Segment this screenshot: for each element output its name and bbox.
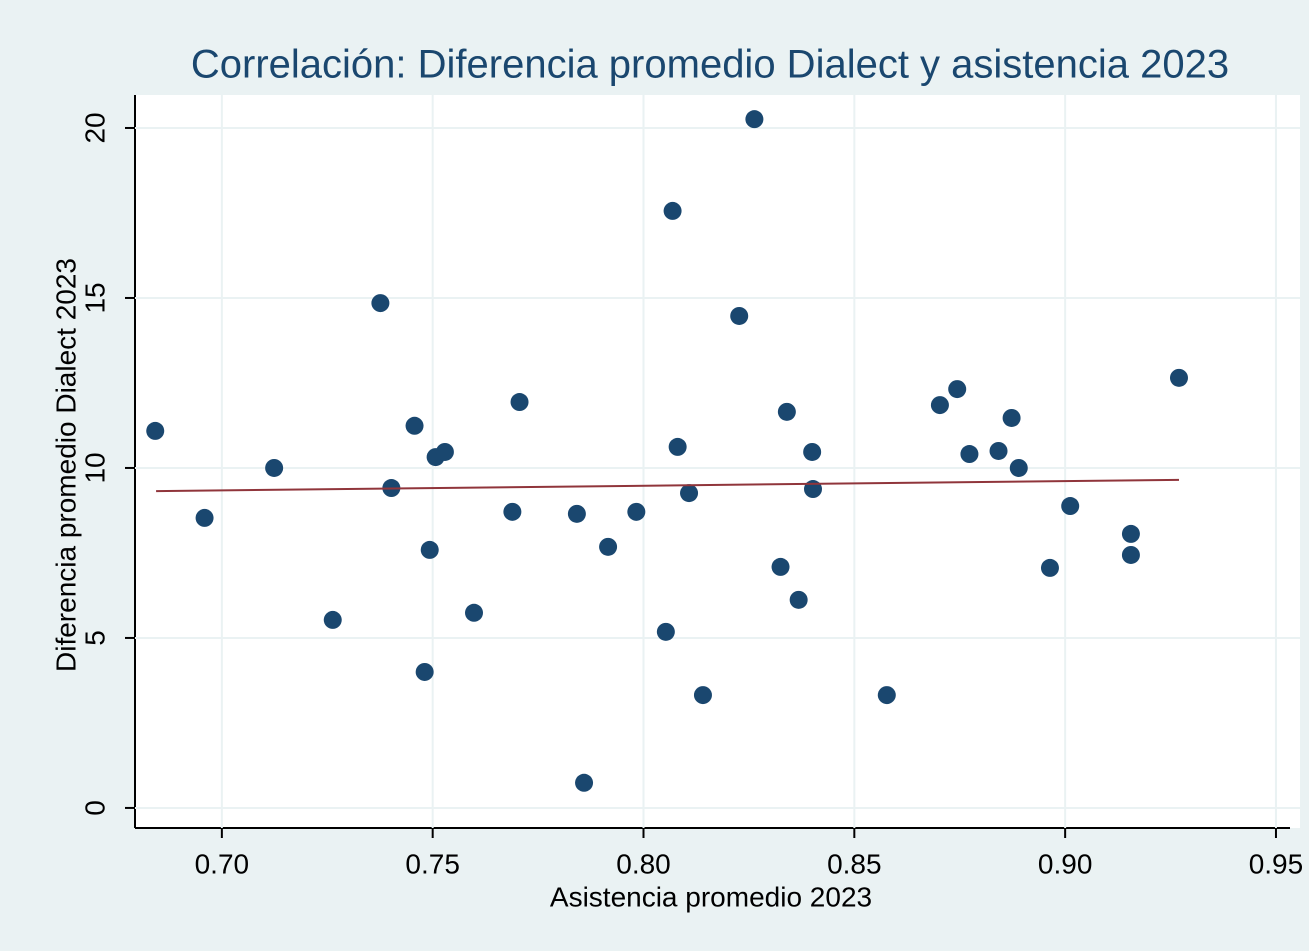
point [777,402,796,421]
chart-title: Correlación: Diferencia promedio Dialect… [191,43,1229,87]
point [265,458,284,477]
x-tick-label: 0.80 [616,848,671,879]
point [804,480,823,499]
y-tick-label: 15 [79,282,110,313]
x-tick-label: 0.85 [827,848,882,879]
point [656,622,675,641]
x-tick-label: 0.95 [1249,848,1304,879]
point [195,508,214,527]
point [948,380,967,399]
point [1169,368,1188,387]
point [627,502,646,521]
point [510,393,529,412]
point [663,201,682,220]
point [420,540,439,559]
y-tick-label: 20 [79,112,110,143]
point [146,421,165,440]
y-axis-label: Diferencia promedio Dialect 2023 [50,258,81,672]
point [1040,558,1059,577]
point [1009,458,1028,477]
point [930,396,949,415]
point [989,441,1008,460]
point [693,686,712,705]
y-tick-label: 5 [79,630,110,646]
point [503,502,522,521]
point [1121,545,1140,564]
point [1061,497,1080,516]
x-tick-label: 0.75 [405,848,460,879]
x-tick-label: 0.90 [1038,848,1093,879]
point [680,484,699,503]
plot-area [135,95,1300,828]
point [745,110,764,129]
y-tick-label: 0 [79,800,110,816]
point [668,437,687,456]
point [371,294,390,313]
point [1002,408,1021,427]
fit-line [156,478,1179,493]
y-tick-label: 10 [79,452,110,483]
point [567,504,586,523]
point [789,590,808,609]
point [1121,524,1140,543]
point [730,306,749,325]
point [960,445,979,464]
point [599,537,618,556]
point [323,610,342,629]
point [435,442,454,461]
x-tick-label: 0.70 [195,848,250,879]
x-axis-label: Asistencia promedio 2023 [550,881,872,912]
point [771,557,790,576]
point [405,416,424,435]
point [803,442,822,461]
point [465,603,484,622]
point [415,662,434,681]
point [877,686,896,705]
point [575,773,594,792]
